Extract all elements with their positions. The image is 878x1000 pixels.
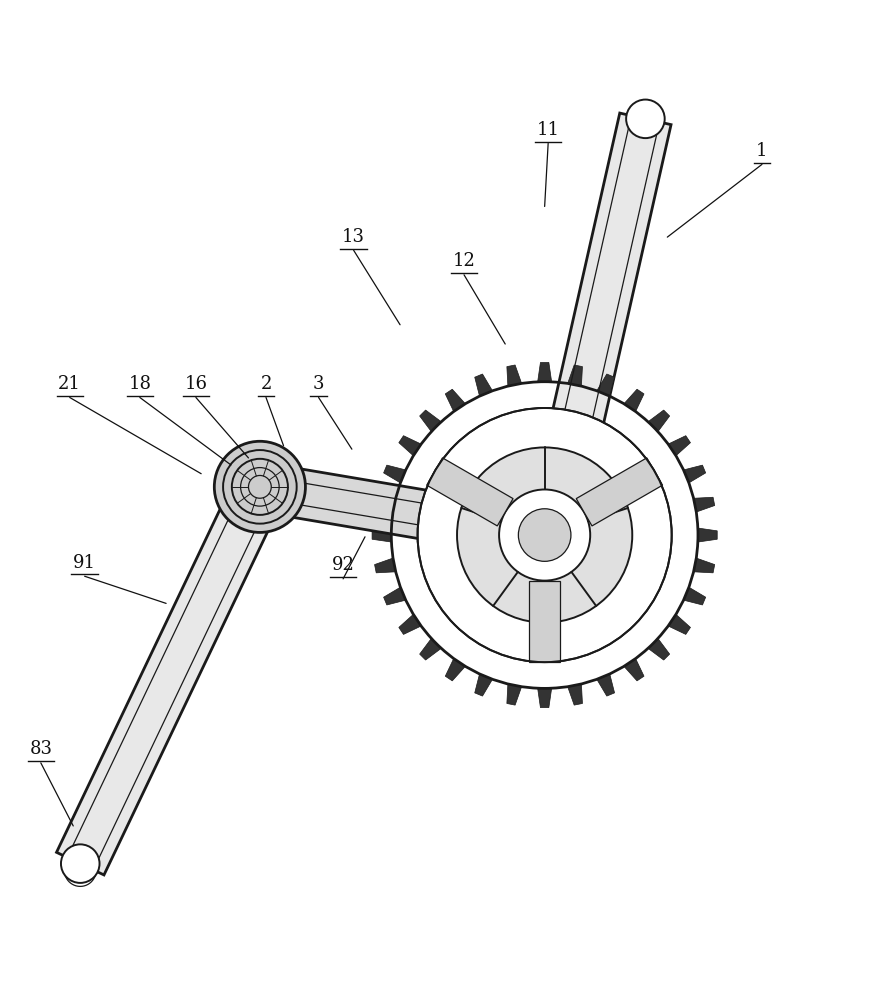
Text: 11: 11 bbox=[536, 121, 559, 139]
Polygon shape bbox=[693, 558, 714, 573]
Polygon shape bbox=[576, 458, 662, 526]
Polygon shape bbox=[567, 365, 582, 386]
Polygon shape bbox=[374, 558, 395, 573]
Polygon shape bbox=[445, 659, 464, 681]
Polygon shape bbox=[374, 497, 395, 512]
Circle shape bbox=[457, 447, 631, 623]
Polygon shape bbox=[623, 389, 644, 412]
Polygon shape bbox=[527, 113, 670, 532]
Polygon shape bbox=[693, 497, 714, 512]
Circle shape bbox=[417, 408, 671, 662]
Text: 21: 21 bbox=[58, 375, 81, 393]
Circle shape bbox=[214, 441, 305, 532]
Polygon shape bbox=[567, 684, 582, 705]
Polygon shape bbox=[399, 436, 421, 456]
Polygon shape bbox=[507, 684, 521, 705]
Text: 1: 1 bbox=[755, 142, 766, 160]
Circle shape bbox=[625, 100, 664, 138]
Text: 92: 92 bbox=[331, 556, 354, 574]
Text: 91: 91 bbox=[73, 554, 96, 572]
Polygon shape bbox=[537, 362, 551, 382]
Circle shape bbox=[499, 489, 589, 581]
Polygon shape bbox=[56, 476, 284, 875]
Text: 3: 3 bbox=[313, 375, 324, 393]
Text: 83: 83 bbox=[29, 740, 53, 758]
Polygon shape bbox=[383, 465, 406, 483]
Polygon shape bbox=[371, 528, 391, 542]
Circle shape bbox=[518, 509, 571, 561]
Polygon shape bbox=[383, 587, 406, 605]
Polygon shape bbox=[596, 374, 614, 396]
Text: 2: 2 bbox=[260, 375, 271, 393]
Polygon shape bbox=[419, 410, 441, 432]
Polygon shape bbox=[474, 374, 492, 396]
Polygon shape bbox=[419, 638, 441, 660]
Text: 16: 16 bbox=[184, 375, 207, 393]
Polygon shape bbox=[537, 688, 551, 708]
Text: 18: 18 bbox=[128, 375, 151, 393]
Polygon shape bbox=[623, 659, 644, 681]
Polygon shape bbox=[445, 389, 464, 412]
Polygon shape bbox=[667, 614, 690, 634]
Polygon shape bbox=[399, 614, 421, 634]
Polygon shape bbox=[474, 674, 492, 696]
Polygon shape bbox=[426, 458, 513, 526]
Polygon shape bbox=[596, 674, 614, 696]
Polygon shape bbox=[529, 581, 560, 662]
Polygon shape bbox=[647, 638, 669, 660]
Circle shape bbox=[371, 362, 716, 708]
Text: 12: 12 bbox=[452, 252, 475, 270]
Text: 13: 13 bbox=[342, 228, 364, 246]
Polygon shape bbox=[255, 463, 548, 559]
Polygon shape bbox=[507, 365, 521, 386]
Polygon shape bbox=[647, 410, 669, 432]
Polygon shape bbox=[667, 436, 690, 456]
Circle shape bbox=[61, 844, 99, 883]
Polygon shape bbox=[697, 528, 716, 542]
Polygon shape bbox=[683, 465, 705, 483]
Polygon shape bbox=[683, 587, 705, 605]
